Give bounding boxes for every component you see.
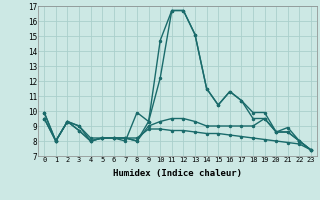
X-axis label: Humidex (Indice chaleur): Humidex (Indice chaleur): [113, 169, 242, 178]
